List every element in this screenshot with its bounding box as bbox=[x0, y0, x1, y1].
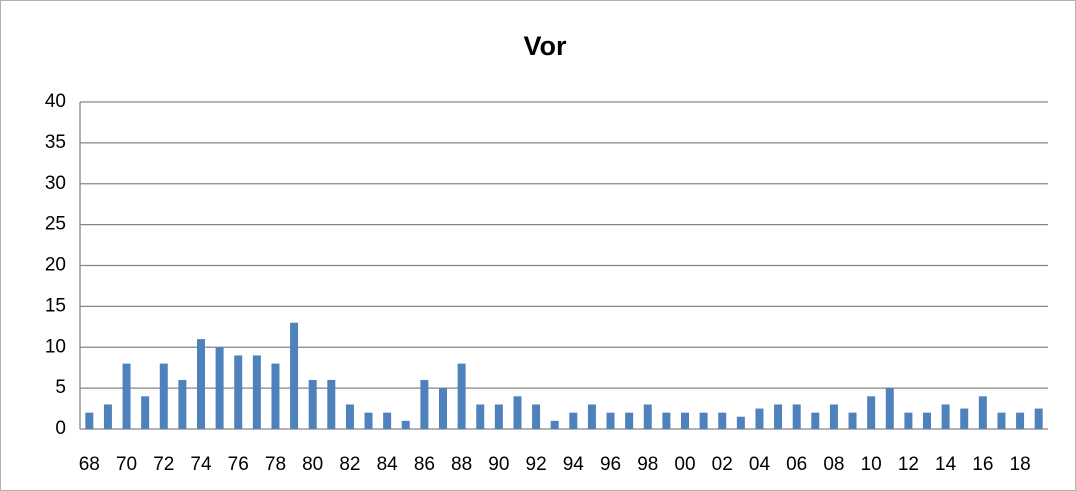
bar bbox=[681, 412, 689, 429]
bar bbox=[550, 420, 559, 429]
x-tick-label: 08 bbox=[823, 454, 844, 475]
bar bbox=[829, 404, 838, 429]
x-tick-label: 74 bbox=[190, 454, 212, 475]
x-tick-label: 04 bbox=[749, 454, 771, 475]
y-tick-label: 0 bbox=[55, 418, 66, 439]
bar bbox=[234, 355, 243, 429]
bar bbox=[215, 347, 224, 429]
bar bbox=[141, 396, 150, 429]
x-tick-label: 84 bbox=[377, 454, 399, 475]
y-tick-label: 10 bbox=[45, 336, 66, 357]
bar bbox=[755, 408, 764, 429]
bar bbox=[476, 404, 485, 429]
bar bbox=[513, 396, 522, 429]
bar bbox=[885, 388, 894, 429]
bar bbox=[439, 388, 447, 429]
bar bbox=[941, 404, 950, 429]
x-tick-label: 00 bbox=[674, 454, 695, 475]
x-tick-label: 90 bbox=[488, 454, 509, 475]
x-tick-label: 80 bbox=[302, 454, 323, 475]
y-tick-label: 35 bbox=[45, 132, 66, 153]
x-tick-label: 06 bbox=[786, 454, 807, 475]
chart-title: Vor bbox=[523, 31, 566, 61]
x-tick-label: 10 bbox=[861, 454, 882, 475]
x-tick-label: 92 bbox=[526, 454, 547, 475]
bar bbox=[494, 404, 503, 429]
x-tick-label: 88 bbox=[451, 454, 472, 475]
bar bbox=[159, 363, 168, 429]
x-tick-label: 18 bbox=[1010, 454, 1031, 475]
x-tick-label: 02 bbox=[712, 454, 733, 475]
bar bbox=[811, 412, 820, 429]
x-tick-label: 78 bbox=[265, 454, 286, 475]
y-tick-label: 30 bbox=[45, 173, 66, 194]
bar bbox=[848, 412, 857, 429]
bar bbox=[271, 363, 280, 429]
bar bbox=[606, 412, 615, 429]
x-tick-label: 68 bbox=[79, 454, 100, 475]
bar bbox=[364, 412, 373, 429]
bar bbox=[718, 412, 727, 429]
bar bbox=[643, 404, 652, 429]
x-tick-label: 14 bbox=[935, 454, 957, 475]
x-tick-label: 70 bbox=[116, 454, 137, 475]
x-tick-label: 76 bbox=[228, 454, 249, 475]
x-tick-label: 12 bbox=[898, 454, 919, 475]
y-tick-label: 25 bbox=[45, 214, 66, 235]
bar bbox=[569, 412, 578, 429]
x-tick-label: 98 bbox=[637, 454, 658, 475]
y-tick-label: 15 bbox=[45, 295, 66, 316]
bar bbox=[85, 412, 94, 429]
x-tick-label: 16 bbox=[972, 454, 993, 475]
bar bbox=[290, 322, 299, 429]
x-tick-label: 72 bbox=[153, 454, 174, 475]
x-tick-label: 96 bbox=[600, 454, 621, 475]
bar bbox=[774, 404, 783, 429]
bar bbox=[867, 396, 876, 429]
x-tick-label: 94 bbox=[563, 454, 585, 475]
bar bbox=[327, 379, 336, 429]
bar bbox=[736, 416, 745, 429]
bar bbox=[103, 404, 112, 429]
bar bbox=[420, 379, 429, 429]
bar bbox=[532, 404, 541, 429]
bar bbox=[923, 412, 931, 429]
bar bbox=[308, 379, 317, 429]
bar bbox=[178, 379, 187, 429]
bar bbox=[792, 404, 801, 429]
bar bbox=[904, 412, 913, 429]
bar bbox=[345, 404, 354, 429]
bar bbox=[1016, 412, 1025, 429]
bar bbox=[960, 408, 969, 429]
bar bbox=[1034, 408, 1043, 429]
bar bbox=[662, 412, 671, 429]
y-tick-label: 5 bbox=[55, 377, 66, 398]
x-tick-label: 86 bbox=[414, 454, 435, 475]
y-tick-label: 20 bbox=[45, 255, 66, 276]
bar bbox=[383, 412, 392, 429]
bar bbox=[587, 404, 596, 429]
y-tick-label: 40 bbox=[45, 91, 66, 112]
bar bbox=[252, 355, 261, 429]
bar bbox=[978, 396, 987, 429]
bar bbox=[401, 420, 410, 429]
bar bbox=[625, 412, 634, 429]
bar bbox=[457, 363, 466, 429]
bar bbox=[997, 412, 1006, 429]
bar bbox=[197, 339, 205, 429]
bar bbox=[699, 412, 708, 429]
bar bbox=[122, 363, 131, 429]
x-tick-label: 82 bbox=[339, 454, 360, 475]
